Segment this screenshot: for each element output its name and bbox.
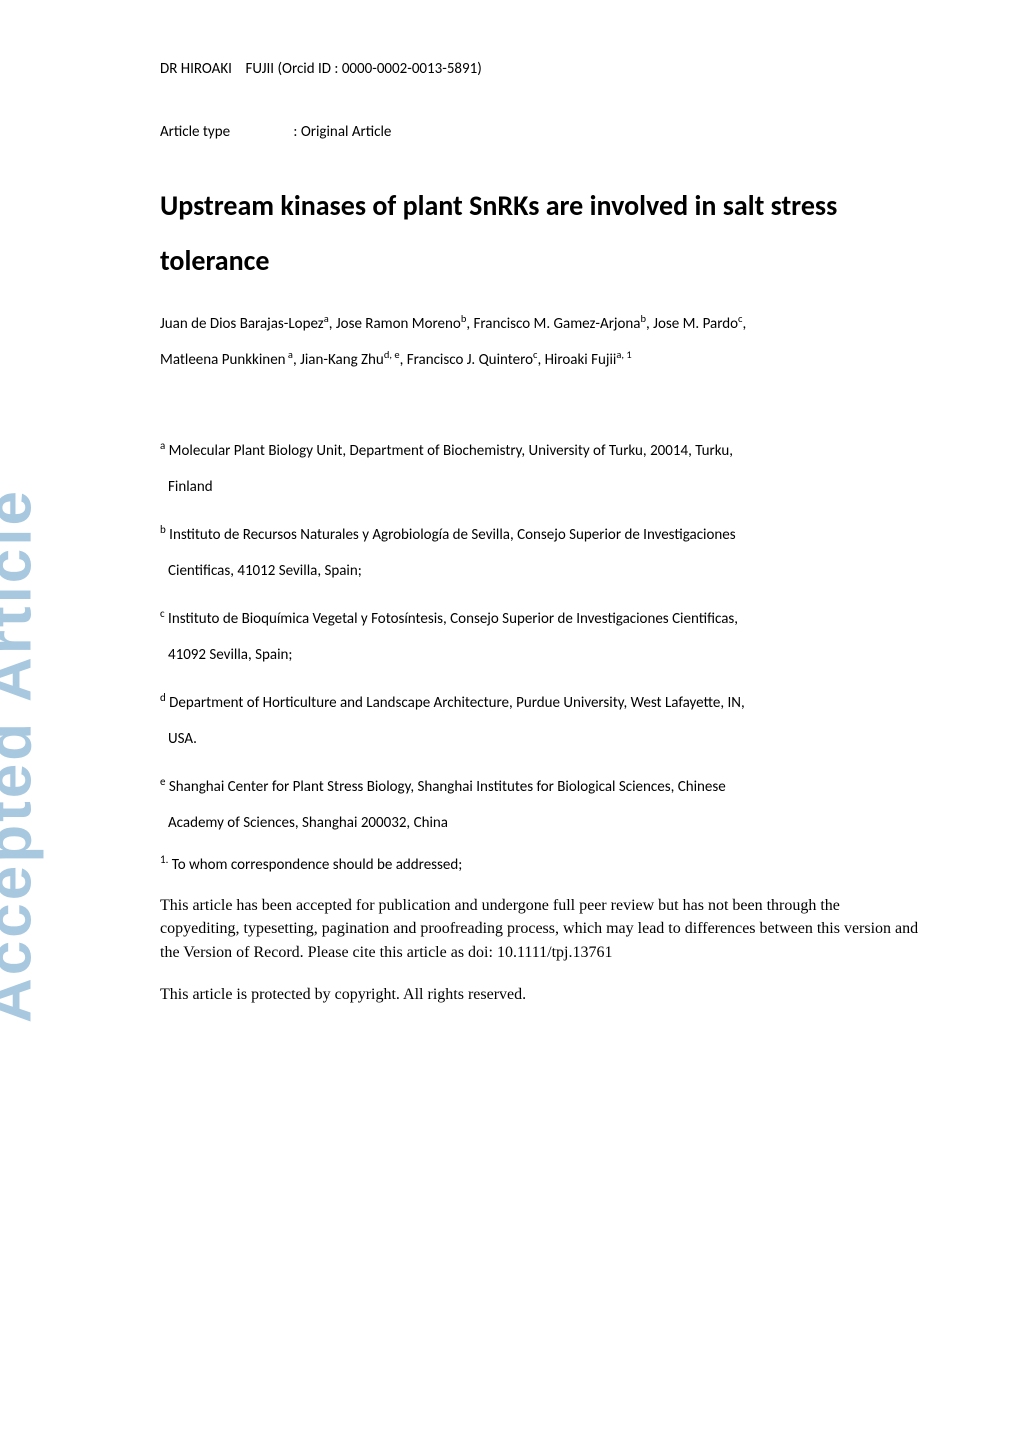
affil-c-text: Instituto de Bioquímica Vegetal y Fotosí… xyxy=(165,610,738,628)
affil-c-text2: 41092 Sevilla, Spain; xyxy=(168,646,292,664)
corresponding-author: 1. To whom correspondence should be addr… xyxy=(160,853,920,874)
affiliation-c: c Instituto de Bioquímica Vegetal y Foto… xyxy=(160,601,920,673)
sep: , Jose M. Pardo xyxy=(646,315,738,333)
authors-block: Juan de Dios Barajas-Lopez a , Jose Ramon … xyxy=(160,306,920,378)
affil-b-text: Instituto de Recursos Naturales y Agrobi… xyxy=(166,526,736,544)
orcid-prefix: DR HIROAKI xyxy=(160,60,232,78)
author-8-affil: a, 1 xyxy=(616,348,631,361)
orcid-line: DR HIROAKI FUJII (Orcid ID : 0000-0002-0… xyxy=(160,60,920,78)
article-title-line1: Upstream kinases of plant SnRKs are invo… xyxy=(160,186,920,225)
article-title-line2: tolerance xyxy=(160,243,920,278)
copyright-text: This article is protected by copyright. … xyxy=(160,986,920,1004)
affil-a-text: Molecular Plant Biology Unit, Department… xyxy=(165,442,733,460)
affiliation-d: d Department of Horticulture and Landsca… xyxy=(160,685,920,757)
accepted-article-watermark: Accepted Article xyxy=(0,488,46,1023)
sep: , xyxy=(742,315,746,333)
author-5: Matleena Punkkinen xyxy=(160,351,286,369)
orcid-id: (Orcid ID : 0000-0002-0013-5891) xyxy=(277,60,481,78)
article-type-label: Article type xyxy=(160,123,290,141)
author-1: Juan de Dios Barajas-Lopez xyxy=(160,315,324,333)
disclaimer-text: This article has been accepted for publi… xyxy=(160,894,920,964)
affil-d-text2: USA. xyxy=(168,730,197,748)
affil-a-text2: Finland xyxy=(168,478,213,496)
author-6-affil: d, e xyxy=(384,348,400,361)
article-type-separator: : xyxy=(293,123,297,141)
sep: , Jose Ramon Moreno xyxy=(329,315,461,333)
affil-e-text: Shanghai Center for Plant Stress Biology… xyxy=(165,778,725,796)
affiliation-a: a Molecular Plant Biology Unit, Departme… xyxy=(160,433,920,505)
sep: , Francisco J. Quintero xyxy=(400,351,533,369)
affil-b-text2: Cientificas, 41012 Sevilla, Spain; xyxy=(168,562,362,580)
affiliation-b: b Instituto de Recursos Naturales y Agro… xyxy=(160,517,920,589)
affiliation-e: e Shanghai Center for Plant Stress Biolo… xyxy=(160,769,920,841)
sep: , Francisco M. Gamez-Arjona xyxy=(466,315,640,333)
author-5-affil: a xyxy=(286,348,293,361)
orcid-name: FUJII xyxy=(245,60,274,78)
sep: , Hiroaki Fujii xyxy=(537,351,616,369)
corresponding-text: To whom correspondence should be address… xyxy=(168,856,462,874)
affil-d-text: Department of Horticulture and Landscape… xyxy=(166,694,745,712)
sep: , Jian-Kang Zhu xyxy=(293,351,384,369)
affil-e-text2: Academy of Sciences, Shanghai 200032, Ch… xyxy=(168,814,448,832)
article-type-line: Article type : Original Article xyxy=(160,123,920,141)
article-type-value: Original Article xyxy=(301,123,392,141)
